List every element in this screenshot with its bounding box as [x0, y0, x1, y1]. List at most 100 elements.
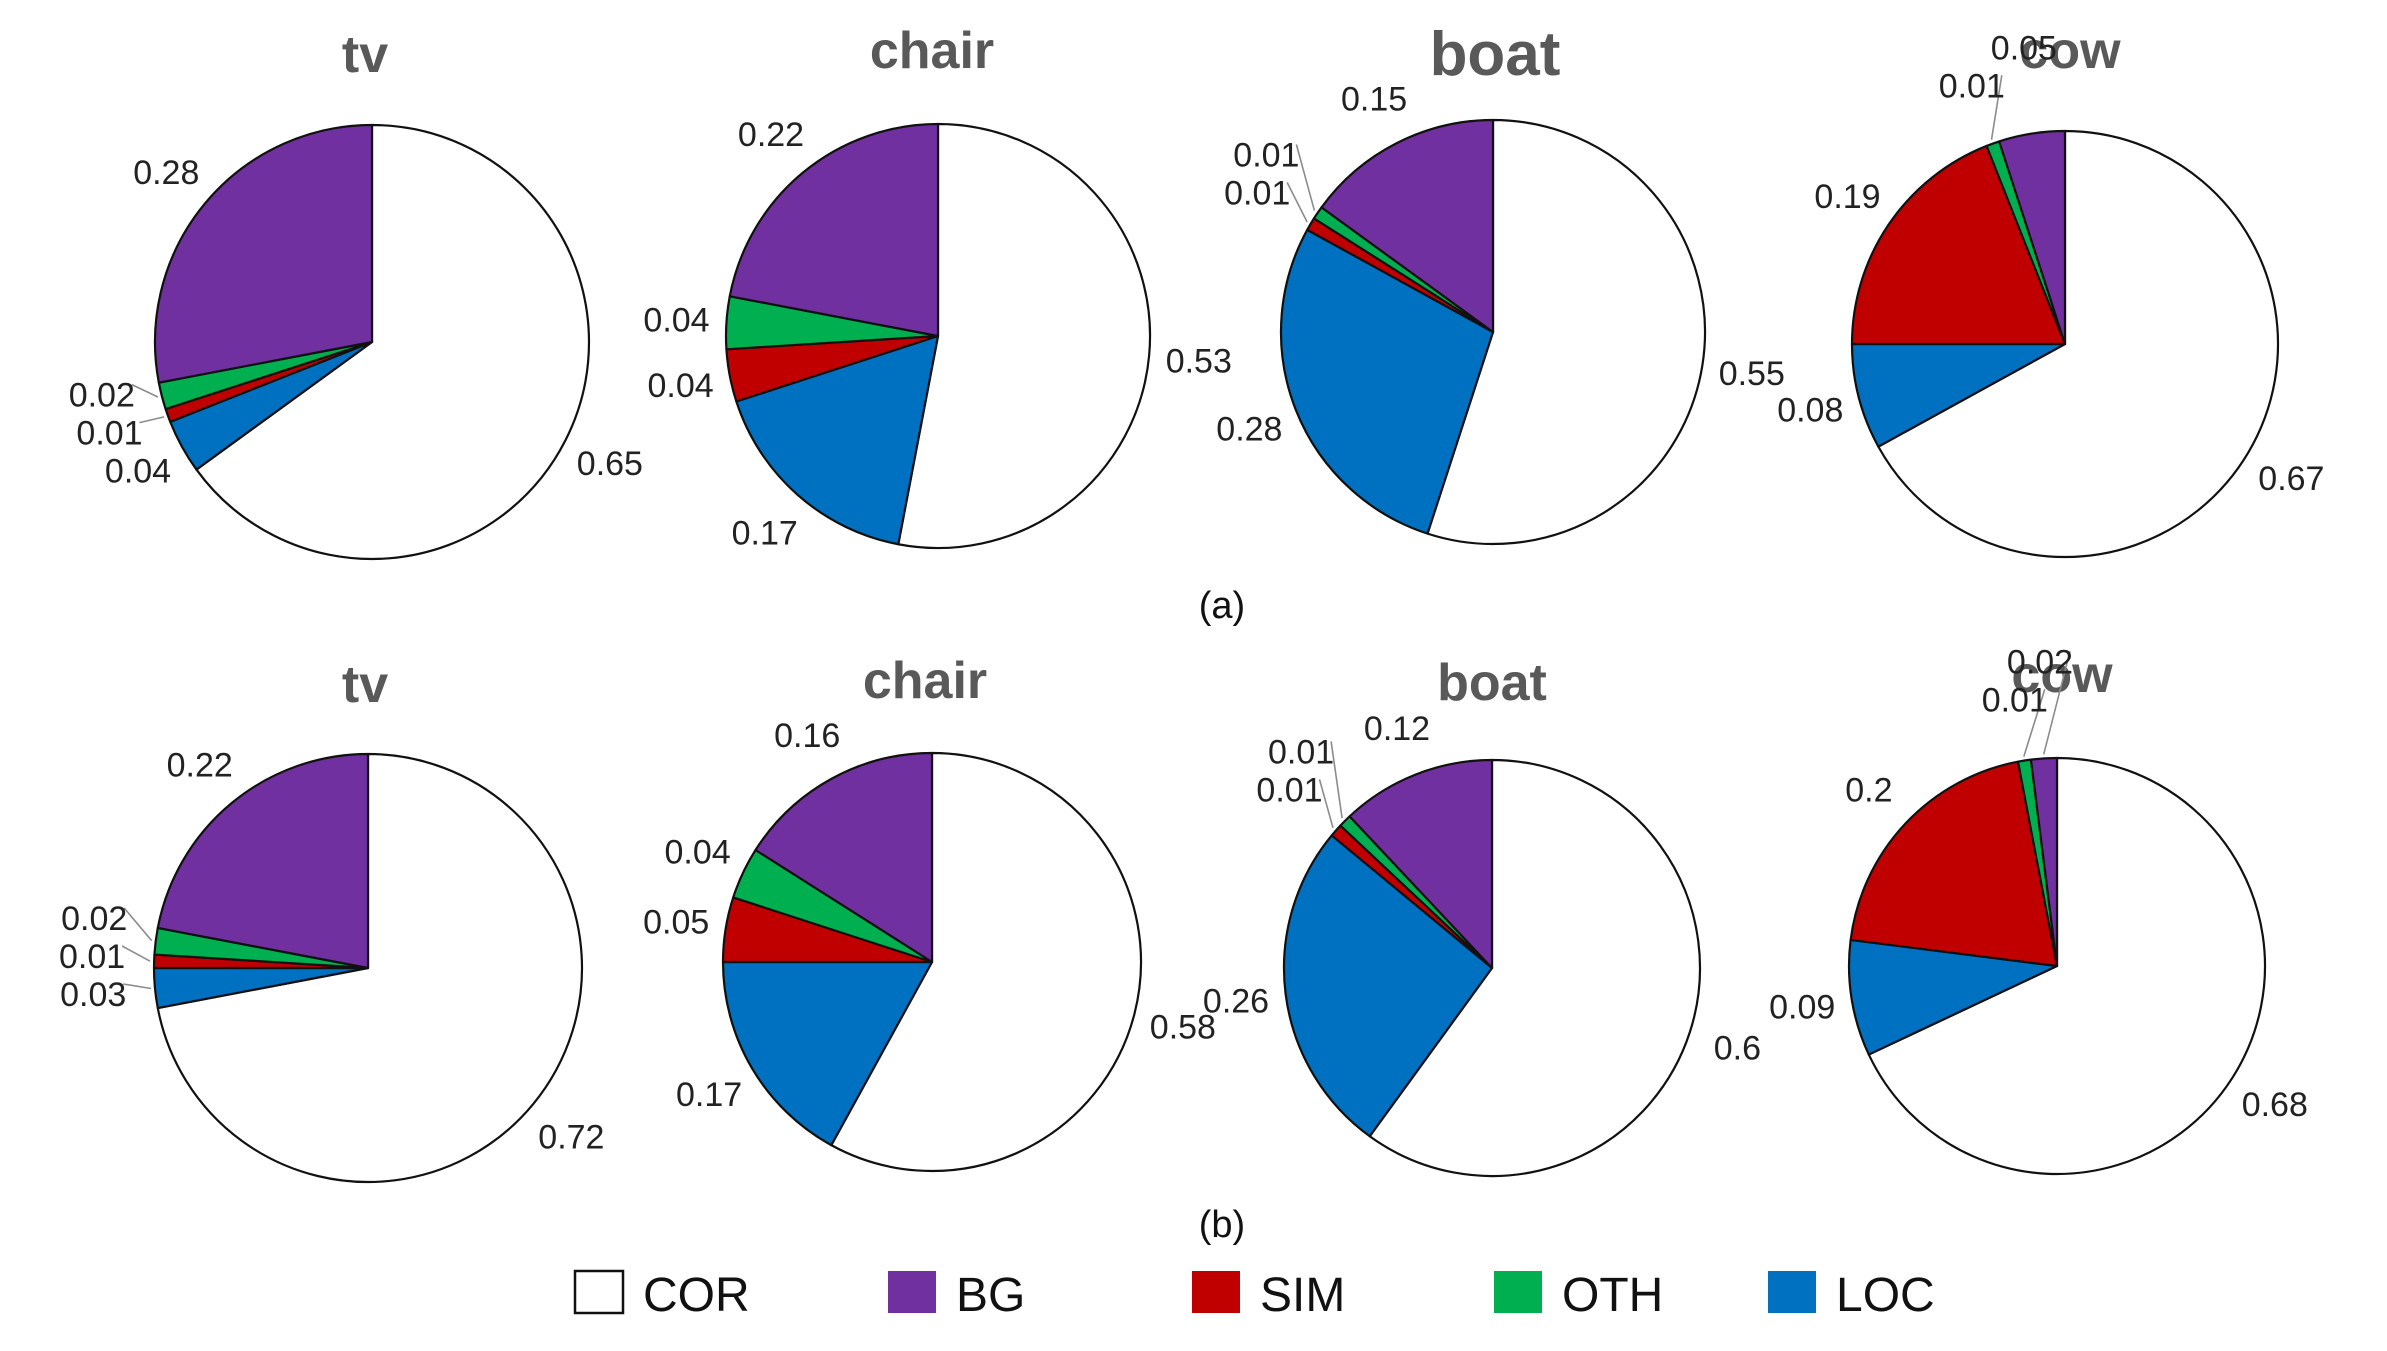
pie-slice-loc	[1279, 228, 1495, 535]
leader-line	[123, 907, 153, 942]
slice-label-cor: 0.53	[1166, 343, 1232, 381]
pie-chart-boat-a: boat 0.55 0.28 0.010.01 0.15	[1216, 20, 1785, 546]
slice-label-bg: 0.28	[133, 154, 199, 192]
slice-label-oth: 0.01	[1939, 67, 2005, 105]
leader-line	[2042, 651, 2071, 755]
slice-label-oth: 0.01	[1233, 137, 1299, 175]
pie-slice-sim	[1849, 760, 2059, 968]
slice-label-sim: 0.19	[1814, 178, 1880, 216]
slice-label-cor: 0.68	[2242, 1086, 2308, 1124]
slice-label-sim: 0.01	[59, 938, 125, 976]
chart-title: chair	[863, 652, 987, 710]
pie-slice-loc	[1282, 834, 1494, 1138]
pie-slice-cor	[1368, 758, 1702, 1178]
pie-slice-cor	[1877, 129, 2280, 559]
legend-label-sim: SIM	[1260, 1269, 1345, 1322]
slice-label-cor: 0.55	[1719, 355, 1785, 393]
pie-slice-sim	[1850, 144, 2067, 346]
pie-charts-group: tv0.650.040.010.020.28chair0.530.170.040…	[59, 20, 2324, 1184]
pie-slice-cor	[897, 122, 1152, 550]
pie-slice-cor	[195, 123, 591, 561]
pie-chart-boat-b: boat 0.6 0.26 0.010.01 0.12	[1203, 654, 1761, 1178]
slice-label-oth: 0.02	[69, 377, 135, 415]
pie-chart-tv-b: tv 0.72 0.030.010.02 0.22	[59, 656, 604, 1184]
pie-slice-bg	[2029, 756, 2059, 968]
pie-slice-bg	[1320, 118, 1495, 334]
slice-label-bg: 0.05	[1991, 29, 2057, 67]
pie-slice-bg	[153, 123, 374, 384]
slice-label-cor: 0.6	[1714, 1030, 1761, 1068]
legend-label-loc: LOC	[1836, 1269, 1935, 1322]
pie-chart-tv-a: tv 0.65 0.040.010.02 0.28	[69, 26, 643, 561]
leader-line	[121, 945, 151, 962]
pie-chart-cow-b: cow 0.68 0.09 0.2 0.010.02	[1769, 643, 2308, 1176]
slice-label-loc: 0.08	[1777, 391, 1843, 429]
pie-chart-chair-b: chair 0.58 0.17 0.05 0.04 0.16	[643, 652, 1216, 1173]
pie-slice-bg	[1348, 758, 1494, 970]
chart-title: tv	[342, 656, 388, 714]
chart-title: chair	[870, 22, 994, 80]
legend-item-loc: LOC	[1768, 1269, 1935, 1322]
pie-chart-chair-a: chair 0.53 0.17 0.04 0.04 0.22	[643, 22, 1231, 553]
leader-line	[1286, 182, 1308, 223]
legend-swatch-sim	[1192, 1271, 1240, 1313]
legend-swatch-bg	[888, 1271, 936, 1313]
slice-label-oth: 0.04	[665, 834, 731, 872]
pie-slice-loc	[721, 960, 934, 1147]
chart-title: boat	[1437, 654, 1547, 712]
slice-label-cor: 0.65	[577, 445, 643, 483]
legend-label-cor: COR	[643, 1269, 750, 1322]
slice-label-loc: 0.17	[732, 515, 798, 553]
slice-label-sim: 0.05	[643, 904, 709, 942]
slice-label-cor: 0.58	[1150, 1008, 1216, 1046]
leader-line	[1330, 741, 1343, 819]
pie-slice-cor	[830, 751, 1143, 1173]
legend-label-oth: OTH	[1562, 1269, 1663, 1322]
legend-label-bg: BG	[956, 1269, 1025, 1322]
legend-swatch-cor	[573, 1269, 625, 1315]
pie-slice-bg	[728, 122, 940, 338]
leader-line	[1295, 144, 1316, 211]
chart-title: tv	[342, 26, 388, 84]
slice-label-loc: 0.28	[1216, 410, 1282, 448]
slice-label-loc: 0.26	[1203, 982, 1269, 1020]
legend: COR BG SIM OTH LOC	[573, 1269, 1935, 1322]
pie-slice-cor	[156, 752, 584, 1184]
pie-slice-bg	[1998, 129, 2067, 346]
chart-title: cow	[2019, 22, 2121, 80]
slice-label-loc: 0.09	[1769, 988, 1835, 1026]
slice-label-oth: 0.01	[1982, 681, 2048, 719]
leader-line	[2023, 689, 2046, 757]
pie-chart-cow-a: cow 0.67 0.08 0.19 0.010.05	[1777, 22, 2324, 559]
leader-line	[123, 983, 152, 990]
panel-caption-b: (b)	[1199, 1204, 1245, 1246]
leader-line	[139, 416, 165, 424]
slice-label-loc: 0.03	[60, 976, 126, 1014]
slice-label-bg: 0.22	[738, 116, 804, 154]
pie-slice-cor	[1426, 118, 1707, 546]
slice-label-oth: 0.02	[61, 900, 127, 938]
slice-label-sim: 0.01	[76, 415, 142, 453]
leader-line	[1318, 779, 1334, 829]
legend-swatch-loc	[1768, 1271, 1816, 1313]
slice-label-bg: 0.02	[2007, 643, 2073, 681]
pie-slice-cor	[1867, 756, 2267, 1176]
slice-label-bg: 0.12	[1364, 710, 1430, 748]
slice-label-cor: 0.72	[538, 1118, 604, 1156]
chart-title: boat	[1430, 20, 1561, 89]
legend-item-sim: SIM	[1192, 1269, 1345, 1322]
pie-slice-bg	[754, 751, 934, 964]
slice-label-loc: 0.17	[676, 1076, 742, 1114]
chart-title: cow	[2011, 646, 2113, 704]
panel-caption-a: (a)	[1199, 585, 1245, 627]
slice-label-sim: 0.04	[648, 367, 714, 405]
slice-label-oth: 0.04	[643, 302, 709, 340]
pie-slice-loc	[1850, 342, 2067, 448]
legend-item-bg: BG	[888, 1269, 1025, 1322]
slice-label-sim: 0.01	[1224, 175, 1290, 213]
pie-slice-loc	[1847, 938, 2059, 1056]
slice-label-bg: 0.16	[774, 717, 840, 755]
leader-line	[1990, 75, 2003, 140]
pie-slice-bg	[156, 752, 370, 970]
